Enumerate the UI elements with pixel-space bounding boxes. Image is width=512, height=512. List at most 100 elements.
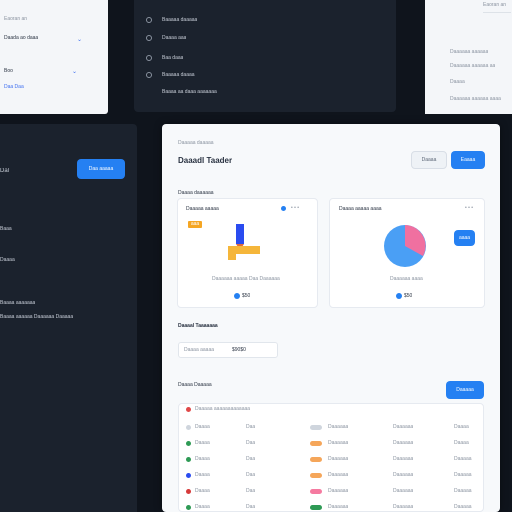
- status-pill: [310, 457, 322, 462]
- table-cell: Daa: [246, 456, 256, 462]
- table-cell: Daaaa: [195, 504, 210, 510]
- table-row[interactable]: Daaaa Daa Daaaaaa Daaaaaa Daaaaa: [178, 500, 484, 512]
- status-pill: [310, 425, 322, 430]
- primary-button[interactable]: Daa aaaaa: [77, 159, 125, 179]
- page-title: Daaadl Taader: [178, 156, 233, 165]
- table-row[interactable]: Daaaa Daa Daaaaaa Daaaaaa Daaaaa: [178, 484, 484, 500]
- sidebar-title: Dal: [0, 168, 10, 174]
- circle-icon: [146, 55, 152, 61]
- status-pill: [310, 505, 322, 510]
- table-cell: Daaaa: [195, 440, 210, 446]
- card-value: $50: [242, 293, 251, 299]
- more-icon[interactable]: • • •: [465, 205, 474, 211]
- status-pill: [310, 473, 322, 478]
- link[interactable]: Daa Daa: [4, 84, 24, 90]
- table-cell: Daaaaaa: [393, 472, 414, 478]
- menu-item[interactable]: Baaaa aa daaa aaaaaaa: [162, 89, 217, 95]
- card-caption: Daaaaaa aaaa: [390, 276, 423, 282]
- table-row[interactable]: Daaaa Daa Daaaaaa Daaaaaa Daaaaa: [178, 468, 484, 484]
- circle-icon: [146, 17, 152, 23]
- table-cell: Daaaaaa: [328, 424, 349, 430]
- list-item: Daaaaaa aaaaaa: [450, 49, 489, 55]
- table-cell: Daaaaaa: [328, 440, 349, 446]
- status-dot: [186, 425, 191, 430]
- table-cell: Daa: [246, 504, 256, 510]
- table-cell: Daaaaaa: [393, 424, 414, 430]
- table-row[interactable]: Daaaa Daa Daaaaaa Daaaaaa Daaaa: [178, 420, 484, 436]
- section-title: Daaaa daaaaaa: [178, 190, 214, 196]
- card-value: $50: [404, 293, 413, 299]
- circle-icon: [146, 72, 152, 78]
- info-icon: [234, 293, 240, 299]
- menu-panel: Baaaaa daaaaa Daaaa aaa Baa daaa Baaaaa …: [134, 0, 396, 112]
- chevron-down-icon[interactable]: ⌄: [77, 37, 83, 43]
- section-title: Daaaal Taaaaaaa: [178, 323, 218, 329]
- table-cell: Daaaaa: [454, 472, 472, 478]
- primary-button[interactable]: Eaaaa: [451, 151, 485, 169]
- panel-title: Eaoran an: [483, 2, 507, 8]
- sidebar-item[interactable]: Baaaa aaaaaaa: [0, 300, 36, 306]
- panel-title: Eaoran an: [4, 16, 28, 22]
- menu-item[interactable]: Baa daaa: [162, 55, 184, 61]
- tag-badge: aaa: [188, 221, 202, 228]
- list-item: Daaaaaa aaaaaa aa: [450, 63, 496, 69]
- table-cell: Daaaa: [195, 472, 210, 478]
- table-cell: Daaaaa: [454, 488, 472, 494]
- table-action-button[interactable]: Daaaaa: [446, 381, 484, 399]
- divider: [483, 12, 511, 13]
- amount-input[interactable]: [178, 342, 278, 358]
- status-dot: [186, 457, 191, 462]
- card-title: Daaaaa aaaaa: [186, 206, 219, 212]
- dropdown-field[interactable]: Boo: [4, 68, 13, 74]
- table-cell: Daaaaaa: [393, 456, 414, 462]
- table-row[interactable]: Daaaa Daa Daaaaaa Daaaaaa Daaaa: [178, 436, 484, 452]
- table-cell: Daaaa: [195, 456, 210, 462]
- table-row[interactable]: Daaaa Daa Daaaaaa Daaaaaa Daaaaa: [178, 452, 484, 468]
- menu-item[interactable]: Baaaaa daaaaa: [162, 17, 198, 23]
- table-cell: Daaaa: [454, 440, 469, 446]
- menu-item[interactable]: Daaaa aaa: [162, 35, 187, 41]
- pencil-illustration-icon: [228, 224, 260, 260]
- table-cell: Daaaa: [195, 488, 210, 494]
- table-header: Daaaaa aaaaaaaaaaaaa: [195, 406, 251, 412]
- secondary-button[interactable]: Daaaa: [411, 151, 447, 169]
- table-cell: Daaaaa: [454, 504, 472, 510]
- status-dot: [186, 441, 191, 446]
- table-cell: Daa: [246, 472, 256, 478]
- table-cell: Daaaa: [195, 424, 210, 430]
- status-pill: [310, 489, 322, 494]
- table-cell: Daaaaaa: [393, 504, 414, 510]
- status-dot: [186, 473, 191, 478]
- status-dot: [186, 505, 191, 510]
- table-cell: Daaaaaa: [393, 440, 414, 446]
- card-title: Daaaa aaaaa aaaa: [339, 206, 382, 212]
- top-right-panel: Eaoran an Daaaaaa aaaaaa Daaaaaa aaaaaa …: [425, 0, 512, 114]
- status-dot: [281, 206, 286, 211]
- status-dot: [186, 407, 191, 412]
- chevron-down-icon[interactable]: ⌄: [72, 69, 78, 75]
- table-cell: Daaaaaa: [328, 488, 349, 494]
- more-icon[interactable]: • • •: [291, 205, 300, 211]
- table-cell: Daa: [246, 440, 256, 446]
- chart-action-button[interactable]: aaaa: [454, 230, 475, 246]
- menu-item[interactable]: Baaaaa daaaa: [162, 72, 195, 78]
- table-cell: Daaaaa: [454, 456, 472, 462]
- card-caption: Daaaaaa aaaaa Daa Daaaaaa: [212, 276, 280, 282]
- table-cell: Daa: [246, 488, 256, 494]
- circle-icon: [146, 35, 152, 41]
- pie-slice-pink: [405, 225, 426, 256]
- table-cell: Daaaaaa: [328, 504, 349, 510]
- sidebar-item[interactable]: Daaaa: [0, 257, 15, 263]
- info-icon: [396, 293, 402, 299]
- dropdown-field[interactable]: Daada ao daaa: [4, 35, 39, 41]
- top-left-panel: Eaoran an Daada ao daaa ⌄ Boo ⌄ Daa Daa: [0, 0, 108, 114]
- input-value: $90$0: [232, 347, 246, 353]
- sidebar-item[interactable]: Baaaa aaaaaa Daaaaaa Daaaaa: [0, 314, 74, 320]
- sidebar-item[interactable]: Baaa: [0, 226, 12, 232]
- section-title: Daaaa Daaaaa: [178, 382, 212, 388]
- list-item: Daaaa: [450, 79, 465, 85]
- input-label: Daaaa aaaaa: [184, 347, 215, 353]
- pie-chart: [384, 225, 426, 267]
- table-cell: Daa: [246, 424, 256, 430]
- status-pill: [310, 441, 322, 446]
